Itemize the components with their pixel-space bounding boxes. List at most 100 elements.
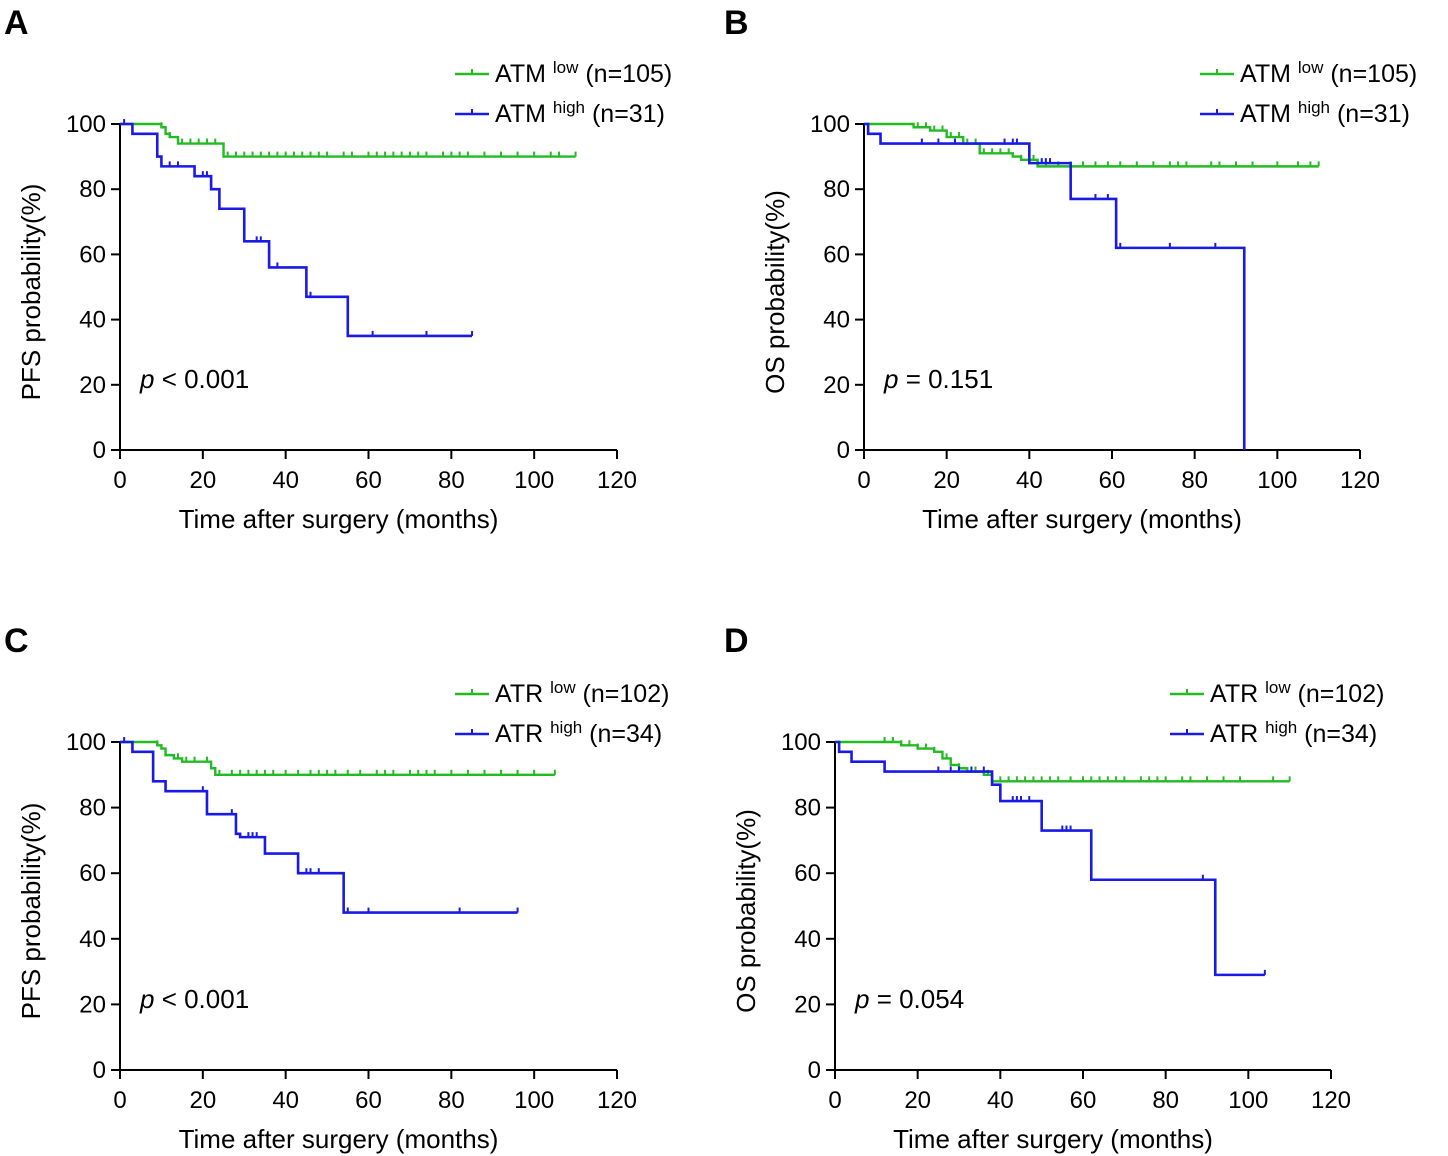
panel-label: B [724,4,749,42]
legend-name: ATR [495,720,550,748]
legend-superscript: high [1265,718,1297,737]
legend-entry-high: ATM high (n=31) [495,98,665,128]
panel-label: A [4,4,29,42]
y-tick-label: 80 [79,795,106,822]
y-tick-label: 100 [66,729,106,756]
y-tick-label: 40 [823,307,850,334]
p-value-text: = 0.054 [869,984,964,1014]
y-tick-label: 40 [794,926,821,953]
p-value-annotation: p < 0.001 [139,364,249,394]
legend-count: (n=31) [585,100,665,128]
x-axis-label: Time after surgery (months) [179,504,499,534]
km-curve-high [120,740,518,914]
legend-name: ATM [1240,100,1298,128]
p-value-text: = 0.151 [898,364,993,394]
x-tick-label: 120 [1311,1087,1351,1114]
y-tick-label: 60 [79,860,106,887]
p-symbol: p [139,984,154,1014]
panel-label: D [724,622,749,660]
p-value-text: < 0.001 [154,364,249,394]
legend-entry-high: ATM high (n=31) [1240,98,1410,128]
km-curve-low [120,122,576,158]
x-tick-label: 40 [272,467,299,494]
legend-count: (n=34) [1297,720,1377,748]
x-tick-label: 100 [514,1087,554,1114]
y-tick-label: 100 [66,111,106,138]
y-tick-label: 20 [823,372,850,399]
x-tick-label: 20 [189,467,216,494]
legend-name: ATM [495,60,553,88]
panel-label: C [4,622,29,660]
x-tick-label: 120 [1340,467,1380,494]
y-tick-label: 20 [79,991,106,1018]
legend-entry-low: ATR low (n=102) [495,678,669,708]
x-tick-label: 100 [1257,467,1297,494]
x-tick-label: 0 [113,467,126,494]
x-tick-label: 60 [355,467,382,494]
x-tick-label: 120 [597,467,637,494]
p-value-annotation: p < 0.001 [139,984,249,1014]
km-curve-high [864,122,1246,450]
y-tick-label: 0 [93,437,106,464]
x-tick-label: 20 [933,467,960,494]
chart-panel-a: A 0 20 40 60 80 100 120 0 20 40 60 80 100 Time after s… [4,4,672,534]
x-tick-label: 20 [189,1087,216,1114]
y-tick-label: 40 [79,926,106,953]
x-tick-label: 20 [904,1087,931,1114]
y-tick-label: 0 [837,437,850,464]
y-tick-label: 60 [794,860,821,887]
legend-entry-low: ATM low (n=105) [495,58,672,88]
x-tick-label: 80 [438,1087,465,1114]
x-tick-label: 60 [355,1087,382,1114]
y-axis-label: OS probability(%) [731,809,761,1013]
legend-count: (n=102) [576,680,670,708]
km-curve-high [120,122,473,338]
legend-count: (n=105) [578,60,672,88]
p-value-annotation: p = 0.054 [854,984,964,1014]
y-tick-label: 0 [808,1057,821,1084]
y-tick-label: 20 [794,991,821,1018]
p-symbol: p [854,984,869,1014]
y-tick-label: 0 [93,1057,106,1084]
x-tick-label: 40 [272,1087,299,1114]
x-tick-label: 80 [438,467,465,494]
x-tick-label: 120 [597,1087,637,1114]
x-tick-label: 60 [1070,1087,1097,1114]
legend-superscript: high [550,718,582,737]
legend-entry-low: ATM low (n=105) [1240,58,1417,88]
x-axis-label: Time after surgery (months) [893,1124,1213,1154]
x-tick-label: 40 [987,1087,1014,1114]
legend-name: ATM [1240,60,1298,88]
x-tick-label: 0 [828,1087,841,1114]
y-tick-label: 100 [781,729,821,756]
y-tick-label: 100 [810,111,850,138]
y-tick-label: 80 [79,176,106,203]
legend-name: ATR [1210,680,1265,708]
p-symbol: p [883,364,898,394]
x-axis-label: Time after surgery (months) [179,1124,499,1154]
y-tick-label: 80 [823,176,850,203]
legend-entry-low: ATR low (n=102) [1210,678,1384,708]
x-tick-label: 60 [1099,467,1126,494]
x-tick-label: 0 [113,1087,126,1114]
km-curve-low [120,740,555,776]
x-tick-label: 100 [1228,1087,1268,1114]
y-axis-label: PFS probability(%) [16,184,46,401]
y-tick-label: 40 [79,307,106,334]
legend-count: (n=31) [1330,100,1410,128]
x-tick-label: 0 [857,467,870,494]
y-tick-label: 60 [79,241,106,268]
y-tick-label: 60 [823,241,850,268]
x-tick-label: 80 [1152,1087,1179,1114]
legend-superscript: high [1298,98,1330,117]
legend-superscript: low [1265,678,1291,697]
legend-superscript: low [550,678,576,697]
legend-superscript: high [553,98,585,117]
legend-count: (n=102) [1291,680,1385,708]
y-tick-label: 80 [794,795,821,822]
y-tick-label: 20 [79,372,106,399]
chart-panel-b: B 0 20 40 60 80 100 120 0 20 40 60 80 100 Time after s… [724,4,1417,534]
chart-panel-d: D 0 20 40 60 80 100 120 0 20 40 60 80 100 Time after s… [724,622,1384,1154]
km-curve-high [835,740,1265,977]
